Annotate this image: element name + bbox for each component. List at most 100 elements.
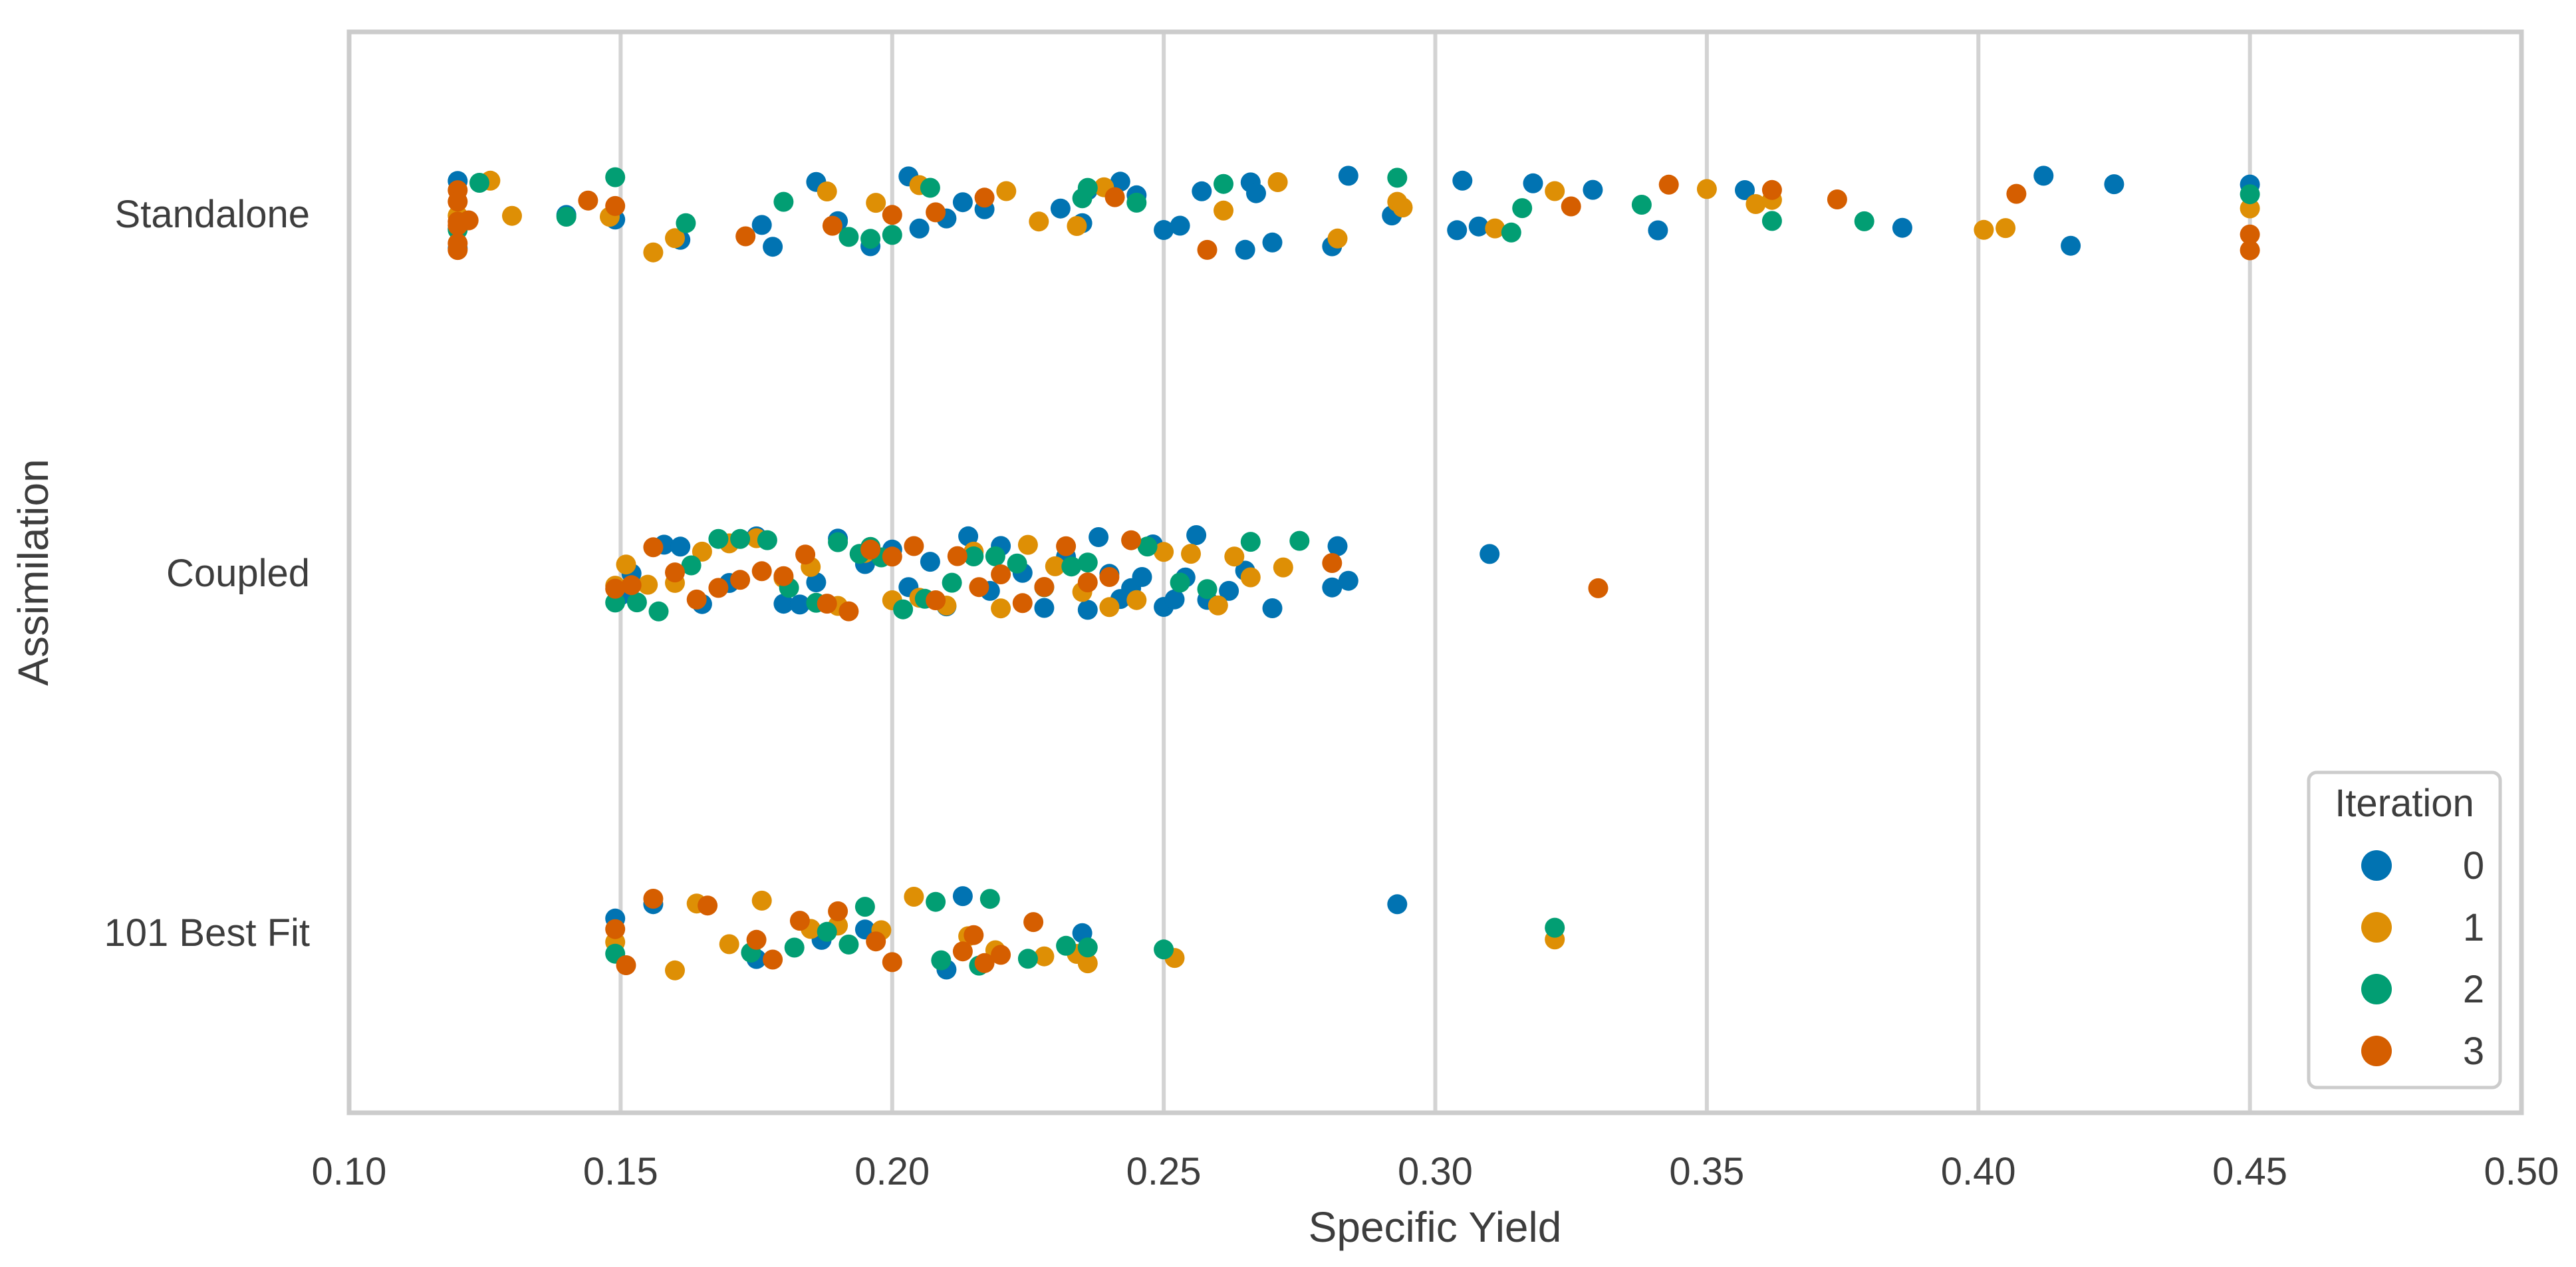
data-point-iteration-0-coupled bbox=[1164, 589, 1185, 610]
data-point-iteration-1-standalone bbox=[1214, 200, 1233, 221]
data-point-iteration-3-coupled bbox=[708, 578, 729, 598]
y-category-labels: Standalone Coupled 101 Best Fit bbox=[104, 193, 310, 955]
data-point-iteration-2-coupled bbox=[1170, 572, 1190, 593]
data-point-iteration-1-coupled bbox=[638, 574, 658, 595]
data-point-iteration-3-101-best-fit bbox=[964, 925, 984, 945]
data-point-iteration-2-coupled bbox=[757, 530, 777, 550]
data-point-iteration-1-101-best-fit bbox=[665, 960, 685, 980]
data-point-iteration-3-standalone bbox=[448, 233, 468, 253]
legend-marker-2 bbox=[2361, 974, 2392, 1004]
data-point-iteration-0-101-best-fit bbox=[952, 886, 973, 907]
data-point-iteration-3-standalone bbox=[926, 202, 946, 223]
data-point-iteration-2-standalone bbox=[882, 225, 902, 245]
data-point-iteration-0-standalone bbox=[1110, 172, 1130, 192]
legend-marker-0 bbox=[2361, 850, 2392, 881]
data-point-iteration-2-standalone bbox=[1501, 222, 1521, 243]
data-point-iteration-2-101-best-fit bbox=[1017, 949, 1038, 969]
data-point-iteration-2-101-best-fit bbox=[979, 889, 1000, 909]
data-point-iteration-1-standalone bbox=[1067, 216, 1087, 236]
data-point-iteration-1-coupled bbox=[1181, 544, 1201, 564]
data-point-iteration-0-coupled bbox=[806, 572, 827, 592]
data-point-iteration-3-standalone bbox=[1561, 196, 1581, 217]
data-point-iteration-2-coupled bbox=[1240, 532, 1261, 552]
legend-label-0: 0 bbox=[2463, 844, 2484, 887]
data-point-iteration-2-101-best-fit bbox=[926, 891, 946, 912]
data-point-iteration-0-standalone bbox=[751, 215, 772, 235]
data-point-iteration-0-standalone bbox=[1154, 220, 1174, 240]
x-tick-label: 0.50 bbox=[2484, 1150, 2559, 1193]
data-point-iteration-3-coupled bbox=[1099, 567, 1120, 587]
data-point-iteration-3-coupled bbox=[991, 564, 1011, 584]
data-point-iteration-0-standalone bbox=[1452, 170, 1473, 191]
data-point-iteration-2-standalone bbox=[920, 177, 940, 198]
data-point-iteration-3-101-best-fit bbox=[616, 955, 636, 975]
data-point-iteration-2-coupled bbox=[942, 572, 962, 593]
data-point-iteration-0-coupled bbox=[1262, 598, 1283, 618]
data-point-iteration-1-coupled bbox=[991, 598, 1011, 619]
x-tick-labels: 0.10 0.15 0.20 0.25 0.30 0.35 0.40 0.45 0.50 bbox=[312, 1150, 2559, 1193]
data-point-iteration-0-standalone bbox=[1447, 220, 1468, 241]
data-point-iteration-0-standalone bbox=[1523, 173, 1543, 193]
legend: Iteration 0 1 2 3 bbox=[2307, 770, 2502, 1090]
data-point-iteration-1-standalone bbox=[643, 242, 664, 263]
data-point-iteration-1-standalone bbox=[817, 181, 837, 201]
data-point-iteration-3-coupled bbox=[605, 578, 626, 599]
y-category-label-standalone: Standalone bbox=[115, 193, 310, 236]
data-point-iteration-0-standalone bbox=[1735, 180, 1755, 200]
data-point-iteration-1-101-best-fit bbox=[904, 887, 924, 907]
data-point-iteration-2-coupled bbox=[1007, 553, 1027, 574]
data-point-iteration-3-standalone bbox=[448, 191, 468, 212]
legend-marker-1 bbox=[2361, 912, 2392, 943]
data-point-iteration-2-coupled bbox=[1137, 536, 1158, 557]
data-point-iteration-3-standalone bbox=[1658, 174, 1679, 195]
x-tick-label: 0.45 bbox=[2212, 1150, 2287, 1193]
data-point-iteration-0-standalone bbox=[1468, 216, 1489, 237]
data-point-iteration-2-standalone bbox=[1077, 177, 1098, 198]
data-point-iteration-2-coupled bbox=[708, 528, 729, 549]
data-point-iteration-2-101-best-fit bbox=[838, 934, 859, 955]
data-point-iteration-2-standalone bbox=[676, 213, 696, 233]
data-point-iteration-3-coupled bbox=[947, 546, 967, 566]
data-point-iteration-1-101-best-fit bbox=[1034, 946, 1055, 967]
data-point-iteration-2-standalone bbox=[773, 191, 794, 212]
data-point-iteration-2-standalone bbox=[860, 229, 881, 249]
data-point-iteration-3-standalone bbox=[882, 205, 902, 225]
data-point-iteration-3-101-best-fit bbox=[746, 929, 767, 950]
data-point-iteration-1-standalone bbox=[996, 181, 1017, 201]
data-point-iteration-2-101-best-fit bbox=[1077, 937, 1098, 958]
data-point-iteration-3-standalone bbox=[822, 215, 842, 236]
data-point-iteration-1-standalone bbox=[1029, 211, 1049, 232]
data-point-iteration-1-standalone bbox=[665, 228, 685, 249]
data-point-iteration-1-coupled bbox=[1208, 595, 1228, 616]
data-point-iteration-3-standalone bbox=[2006, 183, 2027, 204]
data-point-iteration-0-coupled bbox=[958, 526, 979, 546]
data-point-iteration-3-coupled bbox=[1121, 530, 1142, 550]
data-point-iteration-3-101-best-fit bbox=[974, 953, 995, 973]
x-tick-label: 0.30 bbox=[1398, 1150, 1473, 1193]
data-point-iteration-2-standalone bbox=[1512, 198, 1533, 219]
data-point-iteration-2-coupled bbox=[964, 546, 984, 566]
data-point-iteration-0-coupled bbox=[1034, 598, 1055, 618]
data-point-iteration-2-coupled bbox=[626, 592, 647, 613]
data-point-iteration-3-coupled bbox=[686, 589, 707, 610]
data-point-iteration-3-coupled bbox=[665, 562, 685, 583]
data-point-iteration-0-standalone bbox=[2104, 174, 2125, 195]
data-point-iteration-3-coupled bbox=[817, 594, 837, 614]
legend-label-2: 2 bbox=[2463, 968, 2484, 1011]
data-point-iteration-3-101-best-fit bbox=[763, 949, 783, 970]
data-point-iteration-1-coupled bbox=[1126, 590, 1147, 610]
data-point-iteration-3-coupled bbox=[751, 561, 772, 582]
data-point-iteration-3-coupled bbox=[926, 590, 946, 610]
data-point-iteration-2-standalone bbox=[1214, 173, 1233, 194]
data-point-iteration-1-101-best-fit bbox=[751, 890, 772, 911]
data-point-iteration-1-coupled bbox=[1017, 534, 1038, 555]
data-point-iteration-3-coupled bbox=[1034, 577, 1055, 597]
data-point-iteration-0-coupled bbox=[789, 594, 810, 615]
data-point-iteration-1-coupled bbox=[1045, 556, 1065, 576]
data-point-iteration-2-101-best-fit bbox=[1154, 939, 1174, 960]
data-point-iteration-3-standalone bbox=[578, 190, 598, 211]
data-point-iteration-3-coupled bbox=[1012, 593, 1033, 614]
data-point-iteration-2-standalone bbox=[469, 173, 489, 193]
